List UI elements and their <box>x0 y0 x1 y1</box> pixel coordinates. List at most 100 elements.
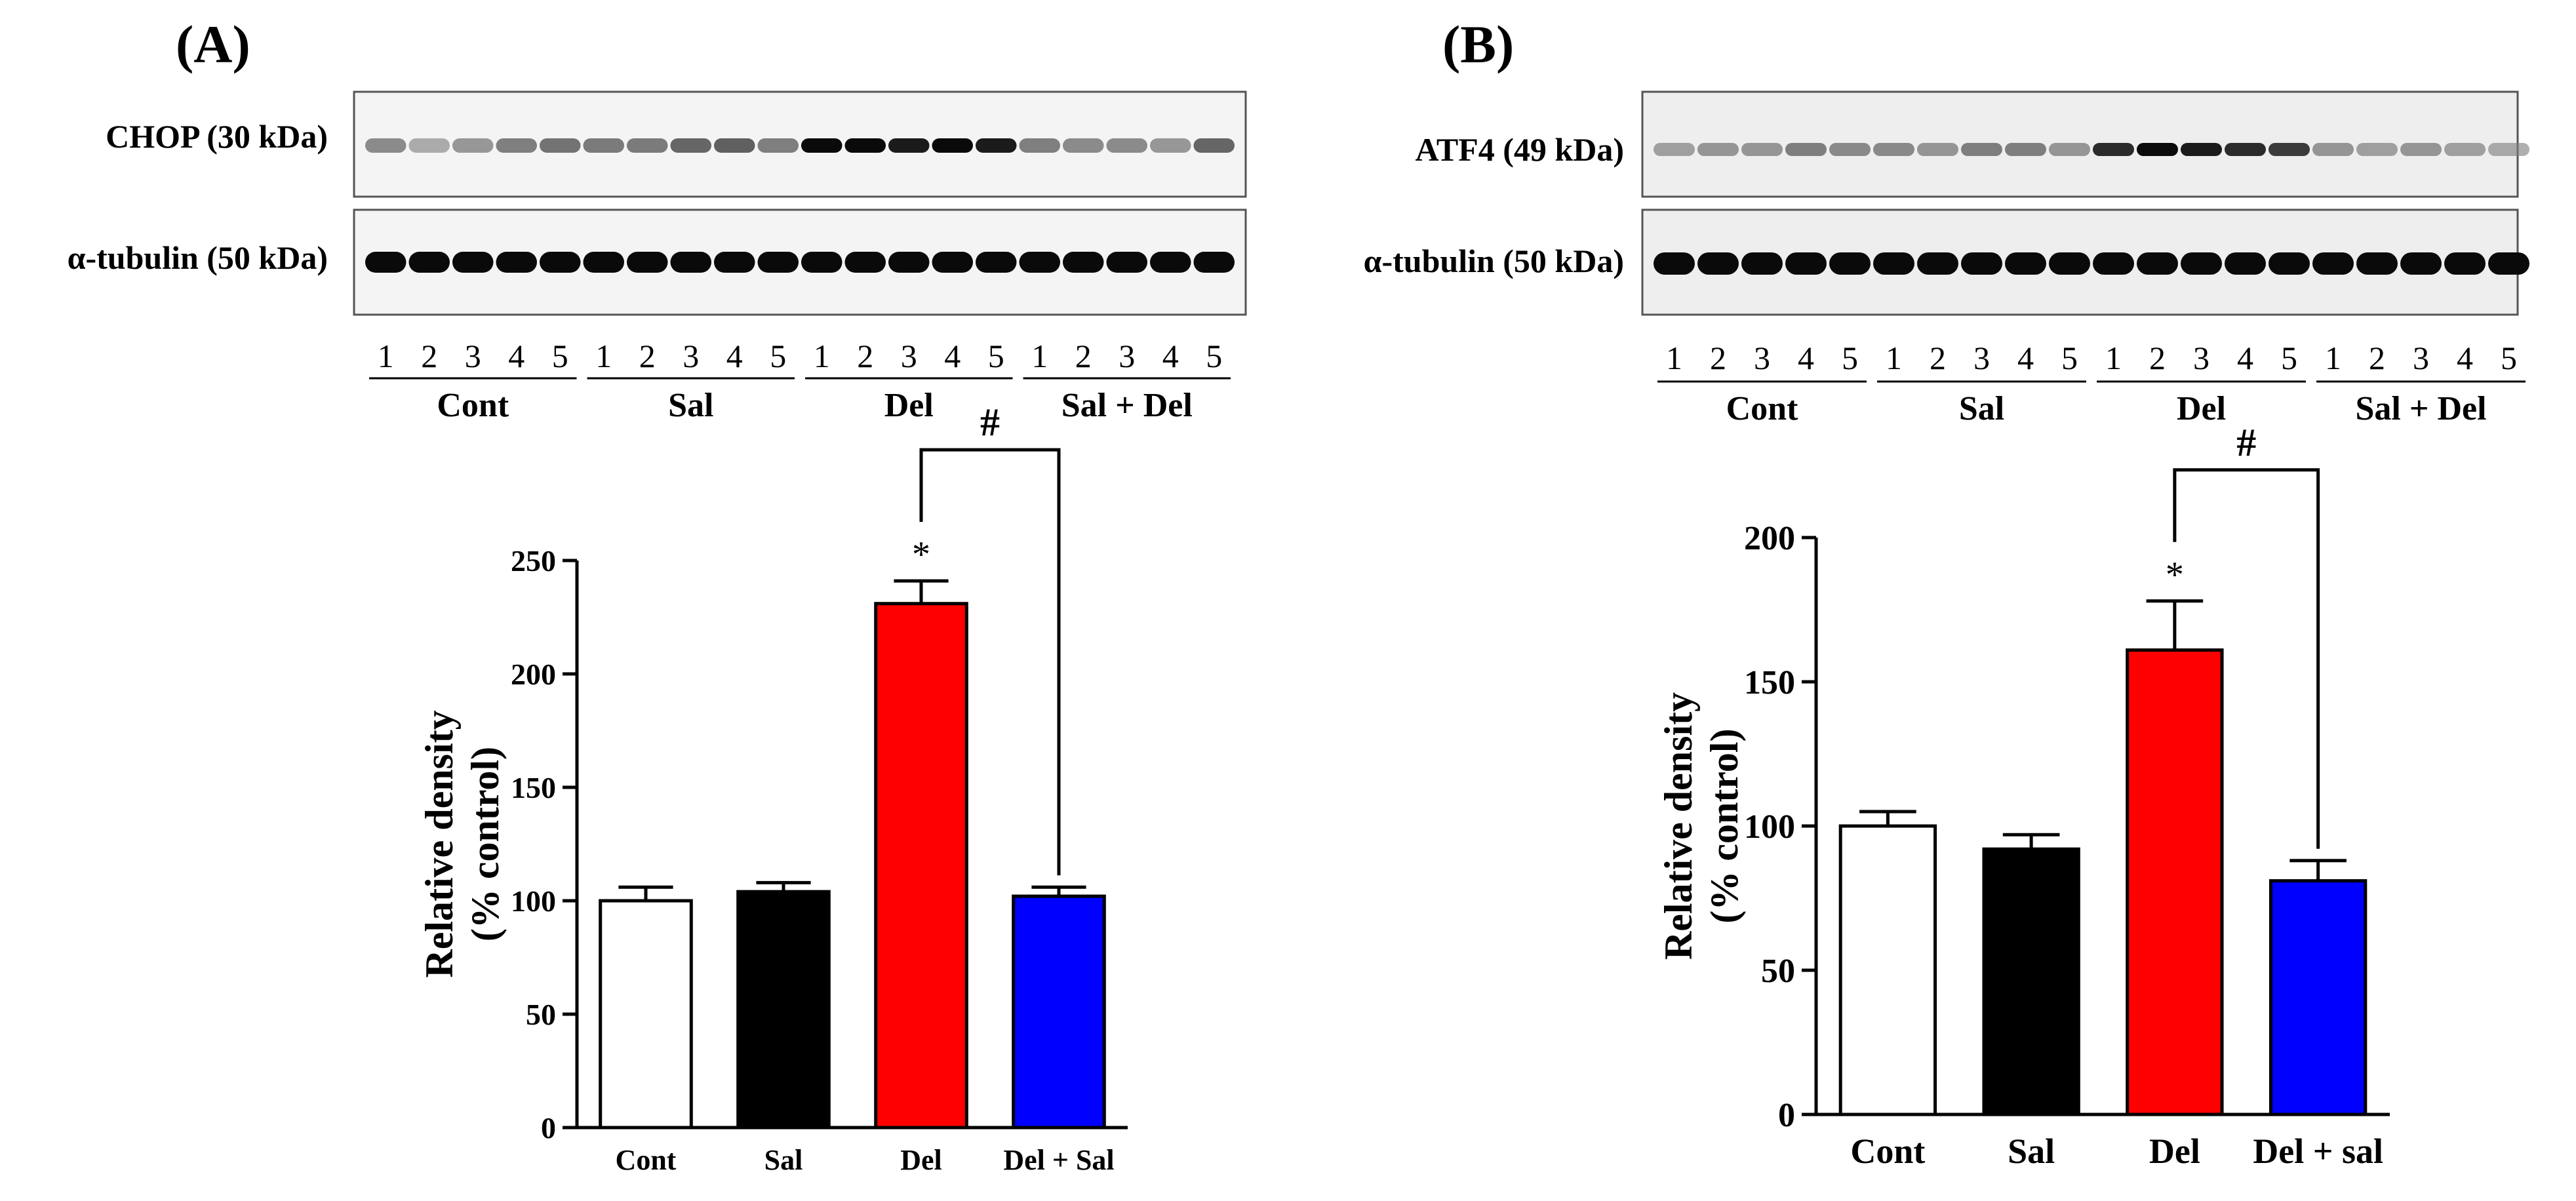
y-axis-label-line: Relative density <box>418 710 461 977</box>
tubulin-bands <box>1654 252 2529 275</box>
blot-band <box>452 138 494 153</box>
blot-band <box>1917 252 1958 275</box>
x-tick-label: Del <box>900 1144 942 1176</box>
blot-band <box>1741 143 1783 156</box>
chop-bands <box>365 138 1235 153</box>
y-axis-label: Relative density(% control) <box>1657 692 1746 960</box>
bar-sal <box>1982 847 2080 1116</box>
blot-band <box>670 252 712 273</box>
lane-number: 2 <box>1075 338 1092 374</box>
blot-label-atf4: ATF4 (49 kDa) <box>1415 131 1624 168</box>
blot-band <box>1149 252 1191 273</box>
lane-number: 4 <box>1162 338 1179 374</box>
y-tick-label: 200 <box>1744 520 1795 557</box>
blot-band <box>452 252 494 273</box>
lane-number: 5 <box>1842 340 1858 376</box>
blot-band <box>1062 252 1104 273</box>
blot-band <box>2181 143 2222 156</box>
blot-band <box>1062 138 1104 153</box>
lane-number: 2 <box>1930 340 1946 376</box>
blot-band <box>1829 143 1871 156</box>
blot-band <box>1019 252 1061 273</box>
panel-letter: (B) <box>1442 14 1514 74</box>
blot-band <box>2005 143 2046 156</box>
lane-number: 3 <box>2193 340 2209 376</box>
blot-band <box>2093 143 2134 156</box>
blot-band <box>844 138 886 153</box>
blot-band <box>626 138 668 153</box>
group-label: Sal <box>668 387 713 424</box>
blot-band <box>2312 143 2354 156</box>
group-label: Cont <box>437 387 509 424</box>
significance-star: * <box>912 534 930 575</box>
x-tick-label: Del <box>2149 1132 2200 1171</box>
blot-band <box>2356 143 2398 156</box>
y-tick-label: 100 <box>1744 808 1795 846</box>
y-tick-label: 150 <box>1744 664 1795 701</box>
lane-number: 3 <box>465 338 481 374</box>
blot-band <box>888 138 930 153</box>
blot-band <box>801 138 842 153</box>
blot-band <box>2005 252 2046 275</box>
blot-band <box>1829 252 1871 275</box>
blot-band <box>2049 143 2090 156</box>
lane-number: 3 <box>901 338 917 374</box>
significance-hash: # <box>2236 421 2256 464</box>
group-label: Del <box>2177 390 2226 427</box>
bar-chart-a: 0 50 100 150 200 250 Relative density(% contro… <box>418 401 1128 1176</box>
blot-band <box>539 252 581 273</box>
lane-number: 1 <box>595 338 612 374</box>
blot-band <box>1149 138 1191 153</box>
blot-band <box>1697 143 1739 156</box>
blot-band <box>408 252 450 273</box>
lane-number: 3 <box>1973 340 1990 376</box>
blot-band <box>626 252 668 273</box>
atf4-bands <box>1654 143 2529 156</box>
lane-groups: Cont Sal Del Sal + Del <box>369 377 1231 424</box>
blot-band <box>2181 252 2222 275</box>
significance-bracket <box>919 448 1061 876</box>
group-label: Sal <box>1959 390 2004 427</box>
lane-number: 5 <box>1206 338 1222 374</box>
blot-band <box>1961 252 2002 275</box>
blot-band <box>1654 143 1695 156</box>
bar-del <box>2126 648 2224 1116</box>
blot-band <box>2225 252 2266 275</box>
blot-band <box>888 252 930 273</box>
x-tick-label: Cont <box>616 1144 677 1176</box>
blot-band <box>2444 143 2486 156</box>
y-axis-label: Relative density(% control) <box>418 710 507 977</box>
blot-band <box>583 252 625 273</box>
lane-number: 2 <box>2149 340 2166 376</box>
blot-band <box>757 252 799 273</box>
bar-del <box>874 602 968 1130</box>
x-tick-label: Cont <box>1850 1132 1925 1171</box>
lane-number: 3 <box>683 338 699 374</box>
blot-band <box>408 138 450 153</box>
x-tick-label: Del + sal <box>2253 1132 2383 1171</box>
lane-number: 2 <box>1710 340 1726 376</box>
x-tick-label: Sal <box>2008 1132 2055 1171</box>
bar-del-sal <box>2269 879 2368 1116</box>
lane-number: 2 <box>857 338 873 374</box>
lane-number: 4 <box>1798 340 1814 376</box>
blot-band <box>1785 143 1827 156</box>
y-tick-label: 50 <box>526 998 556 1031</box>
y-tick-label: 100 <box>511 884 556 918</box>
blot-band <box>1654 252 1695 275</box>
blot-band <box>1961 143 2002 156</box>
lane-groups: Cont Sal Del Sal + Del <box>1657 380 2526 427</box>
blot-band <box>1106 252 1148 273</box>
blot-band <box>2400 252 2442 275</box>
y-tick-label: 0 <box>1778 1097 1795 1134</box>
blot-band <box>1917 143 1958 156</box>
blot-band <box>2356 252 2398 275</box>
tubulin-bands <box>365 252 1235 273</box>
bar-sal <box>736 890 831 1130</box>
blot-band <box>2444 252 2486 275</box>
blot-band <box>1193 252 1235 273</box>
y-tick-label: 50 <box>1761 953 1795 990</box>
